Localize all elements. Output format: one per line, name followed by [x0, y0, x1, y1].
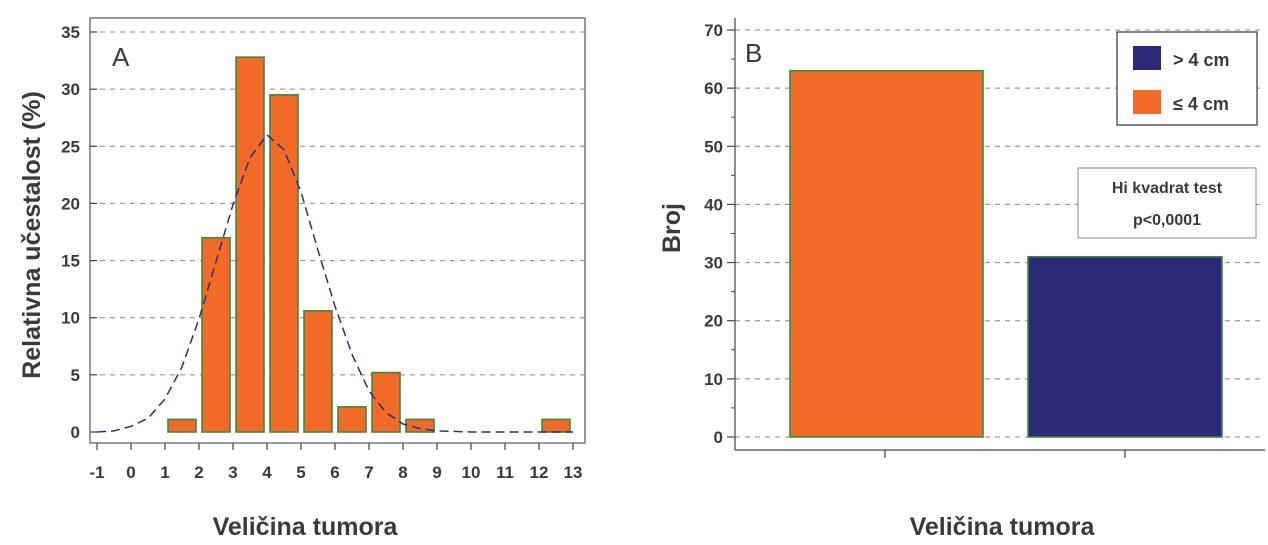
- panel-a-x-tick-label: 0: [126, 463, 135, 482]
- panel-a-y-tick-label: 5: [71, 366, 80, 385]
- panel-b-y-tick-label: 60: [704, 79, 723, 98]
- panel-b-y-tick-label: 30: [704, 254, 723, 273]
- panel-a-y-axis-label: Relativna učestalost (%): [18, 91, 46, 379]
- panel-a-x-tick-label: 2: [194, 463, 203, 482]
- histogram-bar: [269, 94, 299, 433]
- panel-b-y-tick-label: 70: [704, 21, 723, 40]
- legend-swatch-gt4: [1133, 46, 1161, 70]
- panel-b-y-axis-label: Broj: [658, 203, 686, 253]
- panel-a-y-tick-label: 30: [61, 80, 80, 99]
- panel-a-x-tick-label: 10: [462, 463, 481, 482]
- panel-a-x-tick-label: 6: [330, 463, 339, 482]
- panel-b-label: B: [745, 38, 762, 68]
- panel-b-y-tick-label: 40: [704, 195, 723, 214]
- panel-b-y-tick-label: 0: [714, 428, 723, 447]
- histogram-bar: [167, 418, 197, 433]
- panel-a-grid: [90, 31, 585, 376]
- panel-a-x-tick-label: 9: [432, 463, 441, 482]
- panel-b: 0 10 20 30 40 50 60 70 B Veličina tumora Broj >…: [658, 18, 1265, 541]
- panel-a-y-tick-label: 25: [61, 137, 80, 156]
- annotation-test-name: Hi kvadrat test: [1112, 180, 1223, 197]
- legend-swatch-le4: [1133, 90, 1161, 114]
- annotation-box: [1077, 167, 1257, 239]
- panel-a-x-tick-label: -1: [89, 463, 104, 482]
- panel-a-y-tick-label: 0: [71, 423, 80, 442]
- panel-a-x-tick-label: 11: [496, 463, 514, 482]
- bar-gt4cm: [1027, 255, 1223, 438]
- histogram-bar: [303, 310, 333, 433]
- panel-b-y-tick-label: 20: [704, 312, 723, 331]
- panel-a-frame: [89, 17, 586, 444]
- annotation-p-value: p<0,0001: [1133, 212, 1201, 229]
- panel-a-x-tick-label: 12: [530, 463, 549, 482]
- panel-b-annotation: Hi kvadrat test p<0,0001: [1077, 167, 1257, 239]
- panel-a-bars: [167, 56, 571, 433]
- panel-a-y-tick-label: 10: [61, 309, 80, 328]
- panel-b-bars: [789, 69, 1223, 438]
- panel-a-x-tick-label: 1: [160, 463, 169, 482]
- panel-b-axes: 0 10 20 30 40 50 60 70: [704, 18, 1265, 458]
- histogram-bar: [541, 418, 571, 433]
- panel-b-legend: > 4 cm ≤ 4 cm: [1116, 31, 1258, 126]
- histogram-bar: [201, 236, 231, 433]
- panel-a-x-tick-label: 3: [228, 463, 237, 482]
- panel-a-x-tick-label: 5: [296, 463, 305, 482]
- histogram-bar: [235, 56, 265, 433]
- panel-a-y-tick-label: 15: [61, 252, 80, 271]
- histogram-bar: [371, 371, 401, 433]
- panel-a-x-tick-label: 7: [364, 463, 373, 482]
- panel-b-x-axis-label: Veličina tumora: [910, 513, 1096, 540]
- panel-b-y-tick-label: 50: [704, 137, 723, 156]
- histogram-bar: [337, 406, 367, 433]
- panel-a-x-tick-label: 4: [262, 463, 272, 482]
- panel-a-x-tick-label: 8: [398, 463, 407, 482]
- panel-a-y-tick-label: 20: [61, 194, 80, 213]
- panel-a-x-axis-label: Veličina tumora: [213, 513, 399, 540]
- panel-a-fit-curve: [96, 133, 573, 433]
- panel-a-x-tick-label: 13: [564, 463, 583, 482]
- legend-label-gt4: > 4 cm: [1173, 50, 1230, 70]
- bar-le4cm: [789, 69, 984, 438]
- panel-a-label: A: [112, 42, 130, 72]
- panel-a-y-tick-label: 35: [61, 23, 80, 42]
- panel-b-y-tick-label: 10: [704, 370, 723, 389]
- legend-label-le4: ≤ 4 cm: [1173, 94, 1229, 114]
